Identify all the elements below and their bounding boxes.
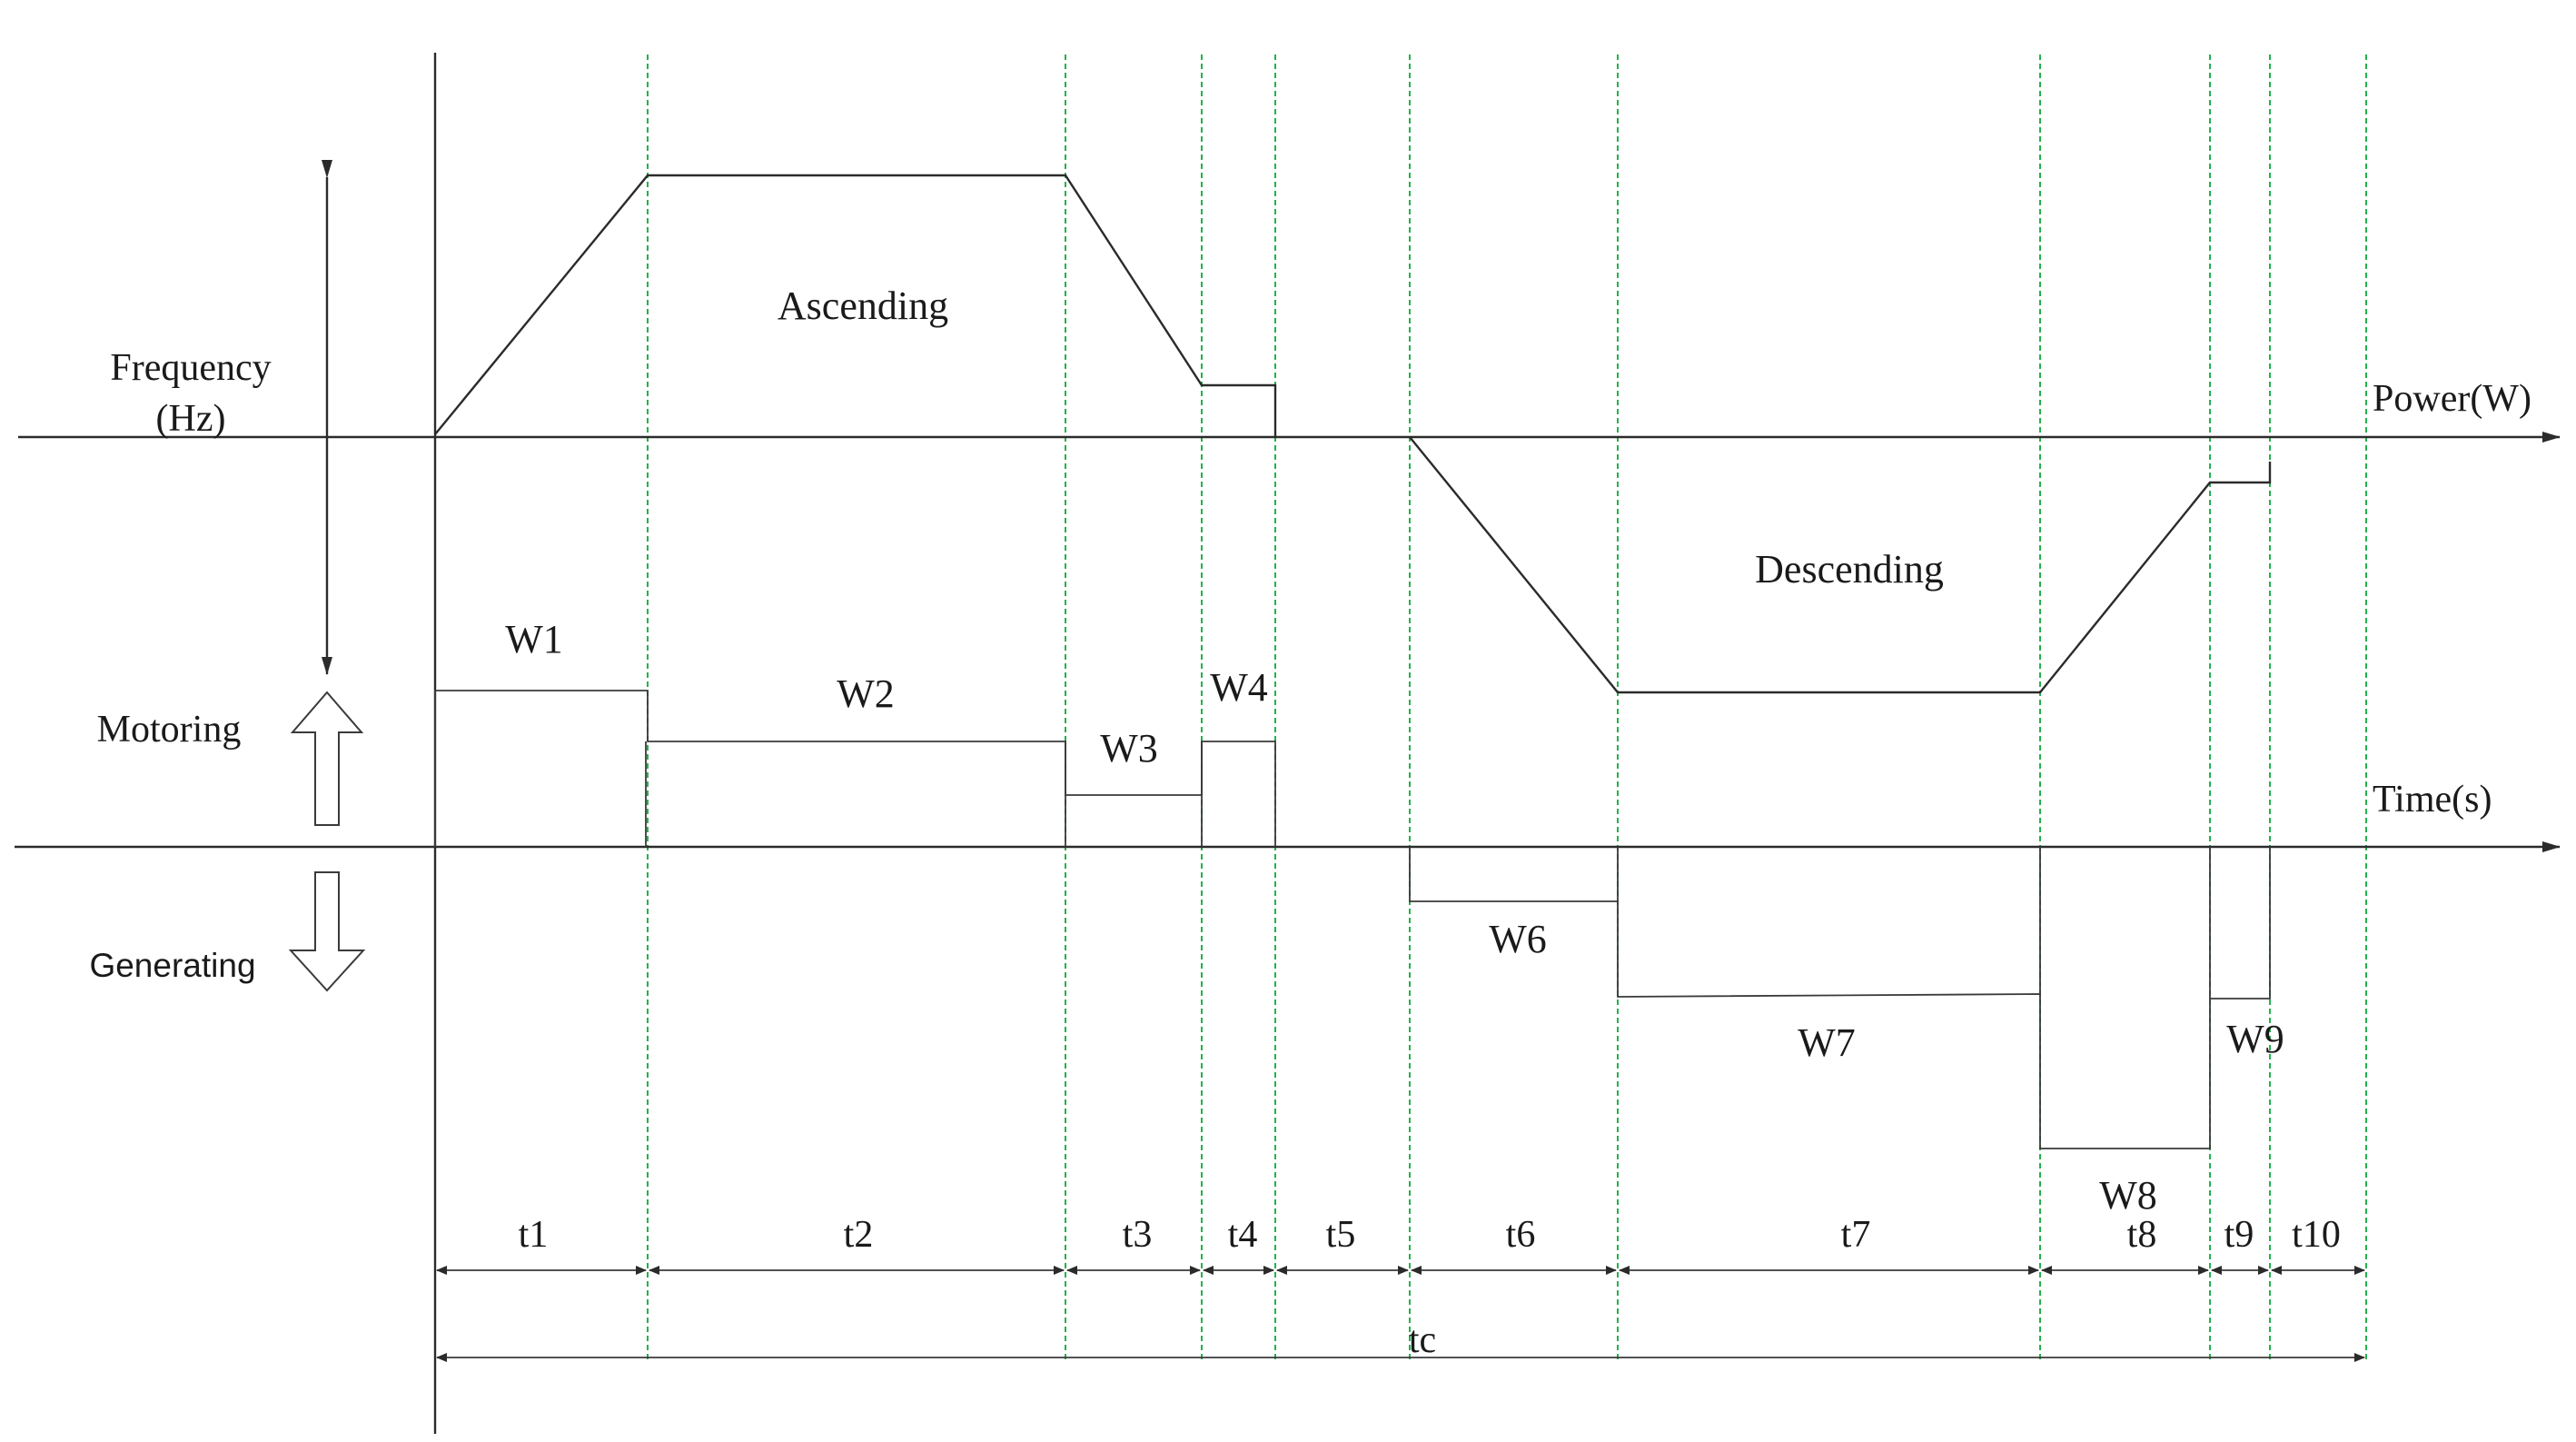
power-label-w7: W7 [1798,1020,1856,1065]
motoring-label: Motoring [97,709,242,751]
frequency-unit-label: (Hz) [156,398,226,440]
cycle-label-tc: tc [1409,1319,1436,1361]
power-label-w8: W8 [2099,1173,2157,1218]
interval-boundary-lines [647,55,2367,1363]
interval-label-t9: t9 [2224,1214,2254,1256]
power-label-w1: W1 [505,617,563,661]
time-axis-label: Time(s) [2373,779,2492,820]
interval-label-t2: t2 [844,1214,874,1256]
interval-label-t8: t8 [2127,1214,2157,1256]
power-label-w2: W2 [837,671,895,716]
generating-down-arrow-icon [288,871,366,992]
interval-label-t6: t6 [1506,1214,1536,1256]
power-label-w9: W9 [2226,1017,2284,1061]
motoring-up-arrow-icon [290,691,364,826]
power-profile-generating [1409,847,2271,1149]
power-axis-label: Power(W) [2373,378,2531,420]
frequency-profile-descending [1409,436,2272,694]
generating-label: Generating [89,947,255,984]
power-label-w6: W6 [1489,917,1547,961]
frequency-profile-ascending [434,174,1277,437]
frequency-label: Frequency [110,347,271,389]
interval-dimension-arrows [436,1266,2365,1362]
interval-label-t5: t5 [1326,1214,1356,1256]
descending-label: Descending [1755,547,1944,592]
power-label-w4: W4 [1210,665,1268,710]
interval-label-t4: t4 [1228,1214,1258,1256]
interval-label-t3: t3 [1123,1214,1153,1256]
interval-label-t1: t1 [519,1214,549,1256]
interval-label-t10: t10 [2292,1214,2341,1256]
interval-label-t7: t7 [1841,1214,1871,1256]
power-label-w3: W3 [1100,726,1158,771]
ascending-label: Ascending [778,283,948,328]
